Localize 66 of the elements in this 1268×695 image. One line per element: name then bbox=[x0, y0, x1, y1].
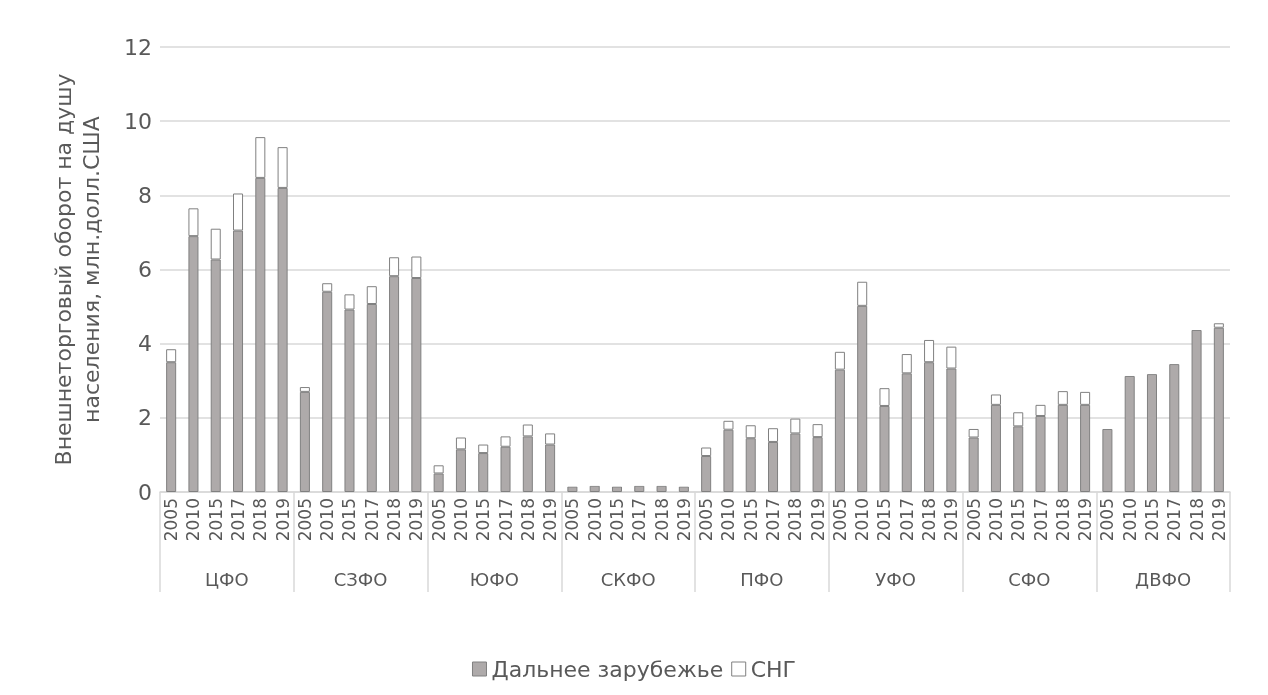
legend-label: СНГ bbox=[750, 656, 797, 682]
x-tick-label: 2017 bbox=[1164, 498, 1185, 542]
y-tick-label: 2 bbox=[138, 405, 152, 431]
legend-label: Дальнее зарубежье bbox=[491, 656, 724, 682]
x-tick-label: 2005 bbox=[428, 498, 449, 542]
x-tick-label: 2017 bbox=[495, 498, 516, 542]
x-tick-label: 2019 bbox=[1208, 498, 1229, 542]
x-tick-label: 2015 bbox=[1141, 498, 1162, 542]
y-tick-label: 0 bbox=[138, 479, 152, 505]
x-tick-label: 2018 bbox=[919, 498, 940, 542]
text: СЗФО bbox=[333, 568, 388, 590]
x-tick-label: 2010 bbox=[852, 498, 873, 542]
y-tick-label: 8 bbox=[138, 182, 152, 208]
text: ЮФО bbox=[469, 568, 519, 590]
x-tick-label: 2005 bbox=[963, 498, 984, 542]
x-tick-label: 2017 bbox=[361, 498, 382, 542]
x-tick-label: 2005 bbox=[294, 498, 315, 542]
x-tick-label: 2018 bbox=[1052, 498, 1073, 542]
x-tick-label: 2015 bbox=[740, 498, 761, 542]
x-tick-label: 2019 bbox=[1075, 498, 1096, 542]
x-tick-label: 2015 bbox=[874, 498, 895, 542]
x-tick-label: 2010 bbox=[183, 498, 204, 542]
text: ПФО bbox=[740, 568, 784, 590]
x-tick-label: 2019 bbox=[272, 498, 293, 542]
x-tick-label: 2018 bbox=[384, 498, 405, 542]
x-tick-label: 2005 bbox=[829, 498, 850, 542]
x-tick-label: 2019 bbox=[540, 498, 561, 542]
x-tick-label: 2017 bbox=[228, 498, 249, 542]
x-tick-label: 2015 bbox=[205, 498, 226, 542]
x-tick-label: 2018 bbox=[785, 498, 806, 542]
x-tick-label: 2010 bbox=[450, 498, 471, 542]
x-tick-label: 2018 bbox=[1186, 498, 1207, 542]
x-tick-label: 2017 bbox=[896, 498, 917, 542]
x-tick-label: 2005 bbox=[696, 498, 717, 542]
x-tick-label: 2005 bbox=[161, 498, 182, 542]
text: СКФО bbox=[600, 568, 656, 590]
x-tick-label: 2019 bbox=[406, 498, 427, 542]
x-tick-label: 2010 bbox=[317, 498, 338, 542]
y-tick-label: 4 bbox=[138, 331, 152, 357]
x-tick-label: 2019 bbox=[673, 498, 694, 542]
x-tick-label: 2017 bbox=[629, 498, 650, 542]
text: СФО bbox=[1008, 568, 1051, 590]
y-tick-label: 10 bbox=[124, 108, 152, 134]
x-tick-label: 2018 bbox=[250, 498, 271, 542]
y-tick-label: 6 bbox=[138, 257, 152, 282]
x-tick-label: 2015 bbox=[1008, 498, 1029, 542]
x-tick-label: 2015 bbox=[473, 498, 494, 542]
x-tick-label: 2010 bbox=[985, 498, 1006, 542]
y-tick-label: 12 bbox=[124, 34, 152, 60]
x-tick-label: 2017 bbox=[1030, 498, 1051, 542]
x-tick-label: 2019 bbox=[941, 498, 962, 542]
x-tick-label: 2018 bbox=[517, 498, 538, 542]
x-tick-label: 2015 bbox=[606, 498, 627, 542]
x-tick-label: 2005 bbox=[1097, 498, 1118, 542]
x-tick-label: 2019 bbox=[807, 498, 828, 542]
x-tick-label: 2017 bbox=[763, 498, 784, 542]
x-tick-label: 2015 bbox=[339, 498, 360, 542]
x-tick-label: 2018 bbox=[651, 498, 672, 542]
y-axis-title: Внешнеторговый оборот на душу населения, млн.долл.США bbox=[50, 73, 104, 466]
x-tick-label: 2010 bbox=[718, 498, 739, 542]
text: ДВФО bbox=[1135, 568, 1192, 590]
text: УФО bbox=[875, 568, 916, 590]
text: ЦФО bbox=[205, 568, 249, 590]
x-tick-label: 2010 bbox=[1119, 498, 1140, 542]
x-tick-label: 2010 bbox=[584, 498, 605, 542]
x-tick-label: 2005 bbox=[562, 498, 583, 542]
